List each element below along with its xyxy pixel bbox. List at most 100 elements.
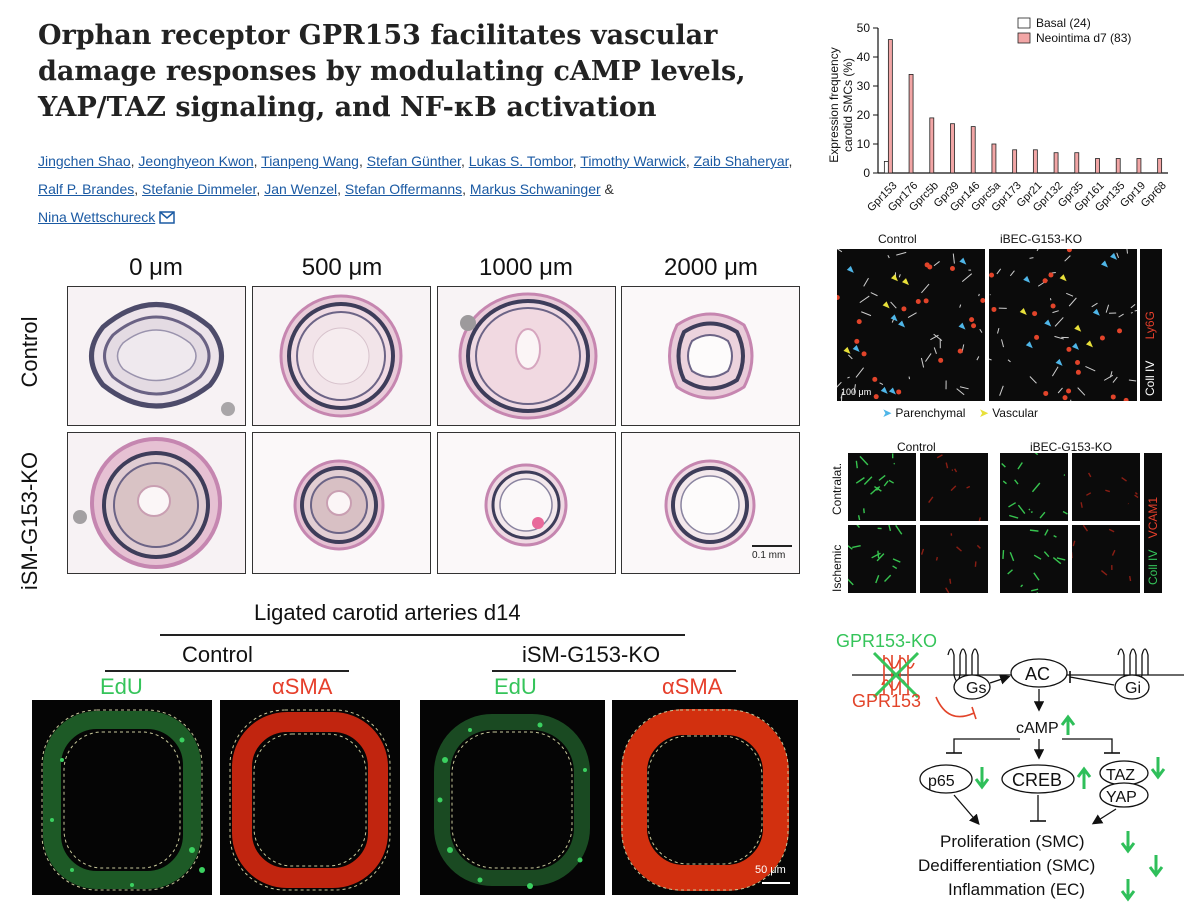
neutrophil-dot	[1067, 249, 1072, 252]
coll-iv-vessel	[1037, 592, 1039, 593]
vascular-arrow-icon	[843, 347, 850, 354]
coll-iv-vessel	[864, 477, 872, 485]
vessel-segment	[921, 358, 923, 367]
stain-label-edu-control: EdU	[100, 674, 143, 700]
coll-iv-vessel	[1035, 453, 1038, 455]
parenchymal-arrow-icon	[1101, 260, 1108, 267]
envelope-icon[interactable]	[159, 205, 175, 233]
author-link[interactable]: Lukas S. Tombor	[469, 153, 573, 169]
bar-chart-svg: Expression frequency carotid SMCs (%) 01…	[820, 10, 1190, 215]
fluor-image-edu-control	[32, 700, 212, 895]
vessel-segment	[977, 356, 979, 360]
taz-yap-down-arrow-icon	[1152, 757, 1164, 777]
histo-col-2000um: 2000 μm	[621, 254, 801, 282]
parenchymal-arrow-icon	[1044, 319, 1051, 326]
author-separator: ,	[789, 153, 793, 169]
article-title: Orphan receptor GPR153 facilitates vascu…	[38, 18, 798, 126]
neutrophil-dot	[1124, 398, 1129, 401]
vessel-segment	[908, 313, 916, 318]
author-link[interactable]: Jingchen Shao	[38, 153, 131, 169]
vessel-segment	[1131, 304, 1135, 308]
vcam1-signal	[929, 497, 933, 503]
neutrophil-dot	[1111, 394, 1116, 399]
vessel-segment	[1078, 388, 1085, 396]
histo-col-1000um: 1000 μm	[436, 254, 616, 282]
neutrophil-dot	[916, 299, 921, 304]
vcam-side-label-collIV: Coll IV	[1146, 550, 1160, 585]
ly6g-legend: ➤ Parenchymal ➤ Vascular	[882, 406, 1038, 420]
vascular-arrow-icon	[883, 301, 890, 308]
author-separator: ,	[686, 153, 690, 169]
vessel-segment	[1127, 249, 1128, 254]
chart-legend-swatch-1	[1018, 33, 1030, 43]
ligated-group-control: Control	[182, 642, 253, 668]
vcam-image-ko-contralat-vcam1	[1072, 453, 1140, 521]
author-link[interactable]: Stefanie Dimmeler	[142, 181, 256, 197]
vcam-image-ko-contralat-collIV	[1000, 453, 1068, 521]
coll-iv-vessel	[1002, 464, 1006, 468]
ac-label: AC	[1025, 664, 1050, 684]
chart-bar-Gpr153-1	[888, 40, 892, 173]
neutrophil-dot	[857, 319, 862, 324]
histo-image-control-500um	[252, 286, 431, 426]
author-link[interactable]: Tianpeng Wang	[261, 153, 359, 169]
histo-image-control-2000um	[621, 286, 800, 426]
ly6g-image-control	[837, 249, 985, 401]
vcam1-signal	[977, 545, 980, 548]
neutrophil-dot	[1075, 360, 1080, 365]
vessel-segment	[1058, 388, 1062, 393]
parenchymal-arrow-icon	[891, 314, 898, 321]
neutrophil-dot	[1063, 395, 1068, 400]
author-link[interactable]: Nina Wettschureck	[38, 209, 155, 225]
proliferation-down-arrow-icon	[1122, 831, 1134, 851]
coll-iv-vessel	[1045, 530, 1048, 536]
chart-legend-label-1: Neointima d7 (83)	[1036, 31, 1131, 45]
histo-row-control: Control	[17, 277, 43, 427]
chart-y-tick-label: 20	[857, 108, 871, 122]
ly6g-col-control: Control	[878, 232, 917, 246]
author-link[interactable]: Ralf P. Brandes	[38, 181, 134, 197]
dedifferentiation-down-arrow-icon	[1150, 855, 1162, 875]
coll-iv-vessel	[1034, 555, 1041, 559]
vessel-segment	[899, 274, 900, 277]
ly6g-image-ko	[989, 249, 1137, 401]
vcam1-signal	[1083, 525, 1087, 531]
neutrophil-dot	[958, 349, 963, 354]
author-link[interactable]: Jan Wenzel	[264, 181, 337, 197]
author-separator: ,	[131, 153, 135, 169]
coll-iv-vessel	[871, 487, 879, 494]
coll-iv-vessel	[852, 546, 860, 548]
vcam1-signal	[937, 557, 938, 560]
neutrophil-dot	[991, 307, 996, 312]
author-link[interactable]: Stefan Günther	[367, 153, 461, 169]
vessel-segment	[848, 355, 852, 359]
author-link[interactable]: Zaib Shaheryar	[694, 153, 789, 169]
author-link[interactable]: Timothy Warwick	[580, 153, 686, 169]
author-link[interactable]: Stefan Offermanns	[345, 181, 462, 197]
ligated-ko-rule	[492, 670, 736, 672]
chart-bar-Gpr21-1	[1033, 150, 1037, 173]
histo-col-500um: 500 μm	[252, 254, 432, 282]
author-link[interactable]: Markus Schwaninger	[470, 181, 601, 197]
chart-bar-Gprc5b-1	[930, 118, 934, 173]
histo-image-control-1000um	[437, 286, 616, 426]
outcome-inflammation: Inflammation (EC)	[948, 880, 1085, 899]
coll-iv-vessel	[893, 559, 900, 562]
vessel-segment	[837, 249, 842, 252]
chart-bar-Gpr135-1	[1116, 159, 1120, 174]
neutrophil-dot	[1043, 278, 1048, 283]
author-separator: ,	[254, 153, 258, 169]
author-link[interactable]: Jeonghyeon Kwon	[138, 153, 253, 169]
chart-ylabel-line2: carotid SMCs (%)	[841, 58, 855, 152]
vcam-image-control-ischemic-collIV	[848, 525, 916, 593]
coll-iv-vessel	[876, 575, 879, 583]
vascular-arrow-icon	[1074, 325, 1081, 332]
outcome-proliferation: Proliferation (SMC)	[940, 832, 1085, 851]
vcam1-signal	[957, 547, 962, 551]
vcam1-signal	[967, 486, 970, 488]
vessel-segment	[962, 274, 971, 282]
outcome-dedifferentiation: Dedifferentiation (SMC)	[918, 856, 1095, 875]
diagram-svg: GPR153-KO GPR153 Gs AC Gi cAMP	[822, 625, 1192, 915]
histo-image-ko-500um	[252, 432, 431, 574]
